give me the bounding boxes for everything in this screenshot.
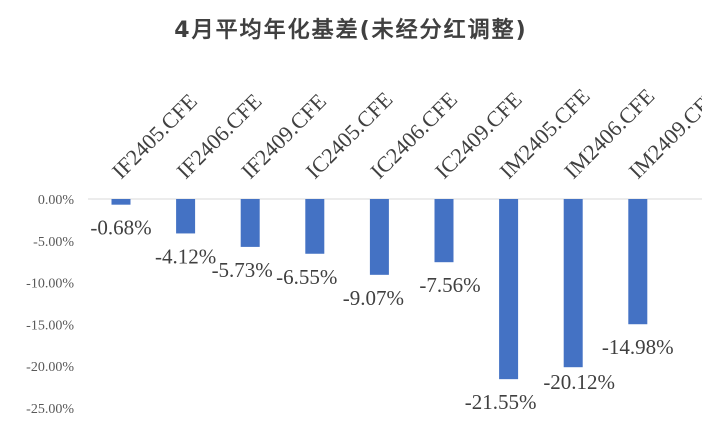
data-label: -9.07% <box>343 286 404 310</box>
data-label: -6.55% <box>276 265 337 289</box>
bar <box>111 199 131 205</box>
data-label: -14.98% <box>602 335 674 359</box>
data-label: -21.55% <box>465 390 537 414</box>
bar <box>628 199 648 325</box>
y-tick-label: -25.00% <box>26 402 74 417</box>
y-tick-label: -10.00% <box>26 277 74 292</box>
y-tick-label: -15.00% <box>26 318 74 333</box>
bar <box>499 199 519 380</box>
chart-title: 4月平均年化基差(未经分红调整) <box>174 18 528 43</box>
data-label: -7.56% <box>419 273 480 297</box>
data-label: -0.68% <box>90 216 151 240</box>
bar <box>176 199 196 234</box>
bar <box>369 199 389 275</box>
bar <box>434 199 454 263</box>
data-label: -4.12% <box>155 244 216 268</box>
bar <box>563 199 583 368</box>
y-tick-label: 0.00% <box>38 193 75 208</box>
y-tick-label: -5.00% <box>33 235 74 250</box>
data-label: -20.12% <box>543 370 615 394</box>
bar <box>305 199 325 254</box>
bar <box>240 199 260 247</box>
y-tick-label: -20.00% <box>26 360 74 375</box>
data-label: -5.73% <box>212 258 273 282</box>
